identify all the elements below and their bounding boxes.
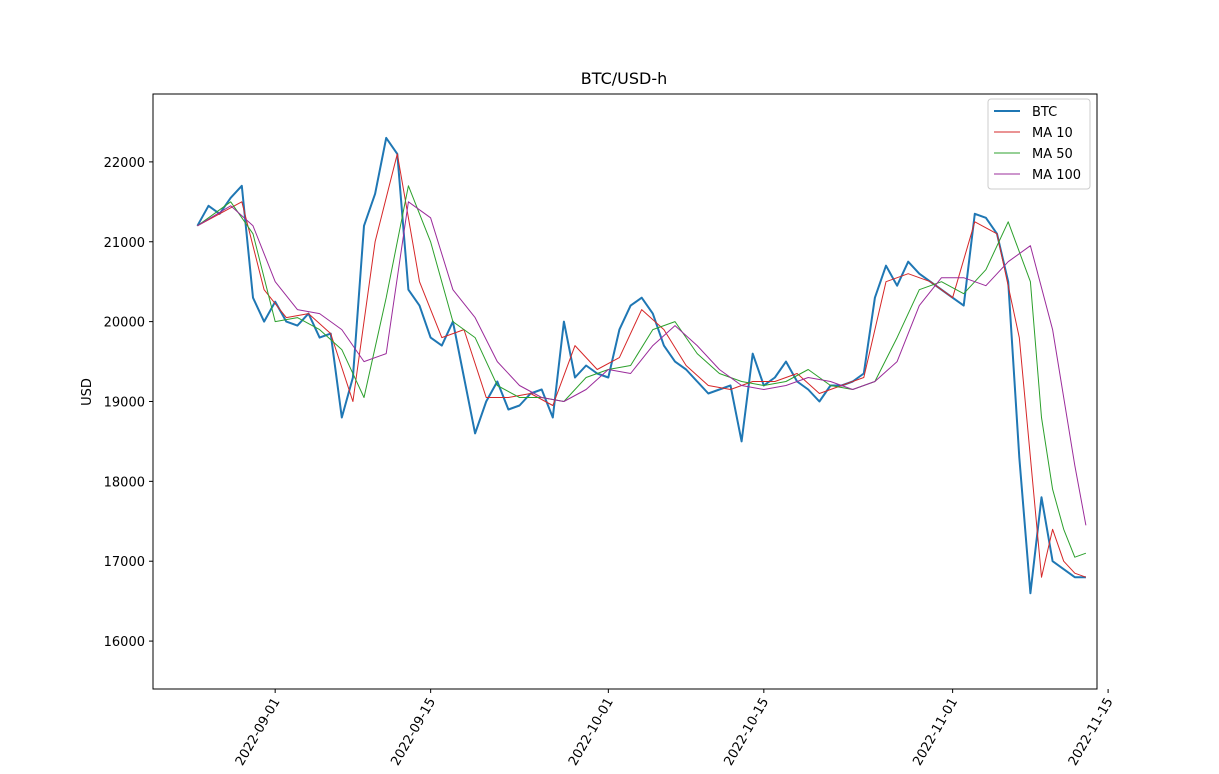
- y-tick-label: 18000: [104, 475, 145, 490]
- series-line-ma-10: [197, 153, 1087, 578]
- y-tick-label: 16000: [104, 635, 145, 650]
- series-line-ma-100: [197, 201, 1087, 526]
- legend-label: MA 50: [1032, 147, 1073, 162]
- series-line-btc: [196, 136, 1086, 595]
- y-axis-label: USD: [80, 378, 95, 406]
- y-tick-label: 22000: [104, 156, 145, 171]
- x-axis: 2022-09-01 2022-09-15 2022-10-01 2022-10-15…: [233, 689, 1117, 768]
- y-tick-label: 17000: [104, 555, 145, 570]
- plot-frame: [152, 93, 1098, 690]
- legend-box: [987, 98, 1091, 190]
- series-line-ma-50: [197, 185, 1087, 558]
- chart-title: BTC/USD-h: [581, 69, 667, 88]
- legend-label: MA 10: [1032, 126, 1073, 141]
- y-tick-label: 20000: [104, 316, 145, 331]
- legend-label: MA 100: [1032, 168, 1081, 183]
- y-tick-label: 21000: [104, 236, 145, 251]
- x-tick-label: 2022-09-15: [388, 696, 439, 769]
- x-tick-label: 2022-10-15: [722, 696, 773, 769]
- y-axis: 16000 17000 18000 19000 20000 21000 22000: [104, 156, 153, 650]
- series-layer: [196, 136, 1087, 595]
- legend: BTC MA 10 MA 50 MA 100: [987, 98, 1091, 190]
- x-tick-label: 2022-10-01: [566, 696, 617, 769]
- y-tick-label: 19000: [104, 395, 145, 410]
- x-tick-label: 2022-11-15: [1066, 696, 1117, 769]
- x-tick-label: 2022-09-01: [233, 696, 284, 769]
- x-tick-label: 2022-11-01: [910, 696, 961, 769]
- legend-label: BTC: [1032, 105, 1057, 120]
